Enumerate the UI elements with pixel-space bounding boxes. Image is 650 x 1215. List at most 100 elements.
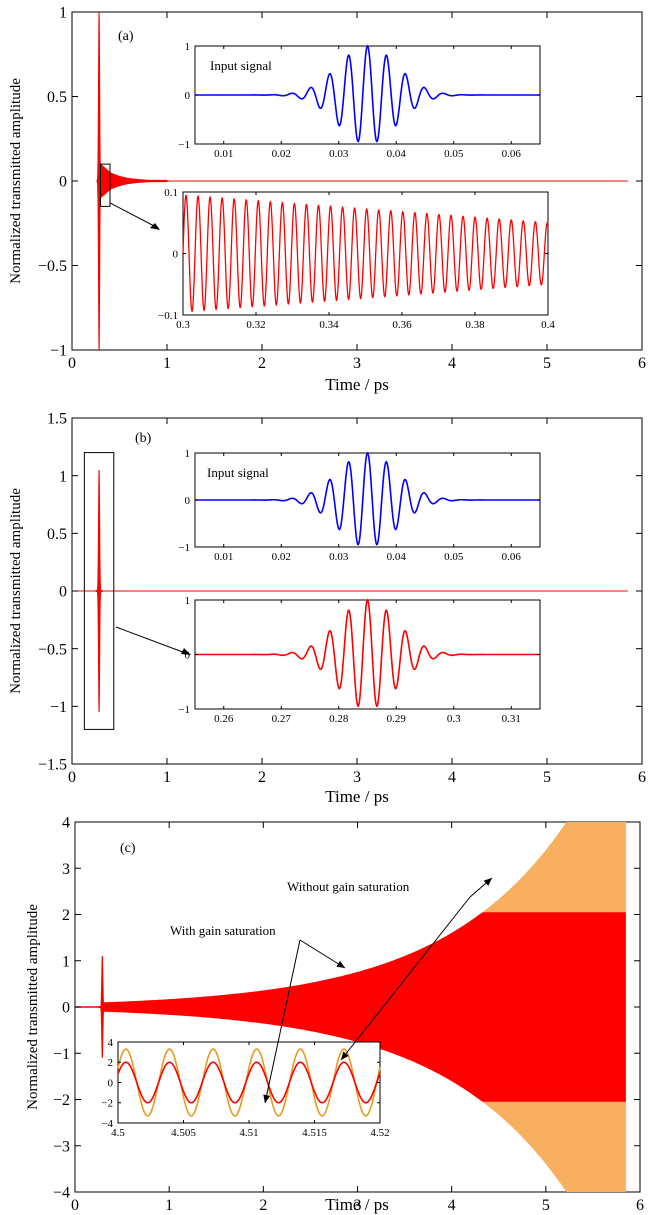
panel-b-ytick-label: 0.5: [47, 526, 67, 543]
panel-c-ytick-label: 4: [62, 815, 70, 832]
panel-a-input-signal-label: Input signal: [210, 58, 272, 73]
panel-b-zoom-inset: 0.26 0.27 0.28 0.29 0.3 0.31 1 0 −1: [178, 595, 541, 725]
panel-c-ytick-label: 2: [62, 907, 70, 924]
panel-a-ticks: 0 1 2 3 4 5 6 1 0.5 0 −0.5 −1: [38, 5, 646, 372]
panel-b-tag: (b): [135, 431, 152, 446]
panel-b-xtick-label: 6: [638, 769, 646, 786]
arrow-without-to-area-head: [483, 878, 492, 886]
arrow-with-to-inset-head: [263, 1094, 271, 1103]
panel-c: 0 1 2 3 4 5 6 4 3 2 1 0 −1 −2 −3 −4 (c) Time / ps Norma…: [25, 815, 644, 1214]
panel-a-ytick-label: 0.5: [47, 89, 67, 106]
panel-b-input-inset-ytick-label: 0: [185, 495, 191, 507]
panel-c-tag: (c): [120, 841, 136, 856]
panel-a-xtick-label: 6: [638, 355, 646, 372]
panel-a-input-inset-ticks: 0.01 0.02 0.03 0.04 0.05 0.06 1 0 −1: [178, 41, 540, 160]
panel-b-signal: [72, 469, 628, 713]
panel-c-ytick-label: 3: [62, 861, 70, 878]
arrow-with-to-area: [299, 939, 346, 969]
panel-b-zoom-inset-xtick-label: 0.28: [329, 713, 349, 725]
panel-c-xtick-label: 2: [259, 1197, 267, 1214]
panel-c-xlabel: Time / ps: [325, 1195, 389, 1214]
panel-c-inset-without-signal: [117, 1048, 381, 1117]
panel-b-xtick-label: 1: [163, 769, 171, 786]
panel-c-xtick-label: 1: [165, 1197, 173, 1214]
panel-a-zoom-inset-signal: [182, 194, 549, 313]
panel-c-input-spike: [98, 956, 106, 1058]
panel-c-inset-xtick-label: 4.5: [111, 1127, 125, 1139]
arrow-without-to-inset: [340, 896, 471, 1061]
panel-a-zoom-inset-xtick-label: 0.4: [541, 319, 555, 331]
panel-a-zoom-inset-xtick-label: 0.38: [465, 319, 485, 331]
panel-a-ylabel: Normalized transmitted amplitude: [8, 78, 24, 284]
panel-c-zoom-inset: 4.5 4.505 4.51 4.515 4.52 4 2 0 −2 −4: [101, 1037, 389, 1139]
panel-a-xtick-label: 3: [353, 355, 361, 372]
panel-c-inset-xtick-label: 4.515: [302, 1127, 327, 1139]
panel-c-inset-ticks: 4.5 4.505 4.51 4.515 4.52 4 2 0 −2 −4: [101, 1037, 389, 1139]
panel-a-input-inset-xtick-label: 0.02: [272, 148, 291, 160]
panel-b-zoom-inset-ytick-label: 0: [185, 649, 191, 661]
panel-b-input-inset-ticks: 0.01 0.02 0.03 0.04 0.05 0.06 1 0 −1: [178, 448, 540, 563]
panel-a-ytick-label: 0: [59, 174, 67, 191]
panel-b-input-inset: 0.01 0.02 0.03 0.04 0.05 0.06 1 0 −1 Input signa…: [178, 448, 541, 563]
panel-a-input-inset-xtick-label: 0.06: [502, 148, 522, 160]
panel-a-ytick-label: 1: [59, 5, 67, 22]
panel-b-ytick-label: −0.5: [38, 641, 67, 658]
panel-c-with-saturation-area: [103, 912, 626, 1102]
panel-c-zoom-inset-frame: [117, 1041, 381, 1124]
panel-b-xtick-label: 3: [353, 769, 361, 786]
panel-c-ticks: 0 1 2 3 4 5 6 4 3 2 1 0 −1 −2 −3 −4: [53, 815, 644, 1214]
panel-a-input-inset-ytick-label: −1: [178, 139, 190, 151]
panel-c-xtick-label: 3: [354, 1197, 362, 1214]
arrow-with-to-area-head: [336, 960, 345, 968]
panel-a-xtick-label: 2: [258, 355, 266, 372]
panel-a-zoom-inset-ytick-label: 0.1: [164, 187, 178, 199]
panel-c-inset-xtick-label: 4.52: [370, 1127, 389, 1139]
panel-a-zoom-inset: 0.3 0.32 0.34 0.36 0.38 0.4 0.1 0 −0.1: [158, 187, 555, 331]
panel-a-zoom-inset-ticks: 0.3 0.32 0.34 0.36 0.38 0.4 0.1 0 −0.1: [158, 187, 555, 331]
panel-a-signal: [96, 11, 628, 351]
panel-c-annotation-with: With gain saturation: [170, 923, 276, 938]
panel-a-zoom-arrow: [109, 202, 159, 229]
panel-a-input-inset-xtick-label: 0.05: [444, 148, 464, 160]
panel-a-zoom-box: [100, 163, 111, 207]
panel-b-zoom-inset-xtick-label: 0.3: [447, 713, 461, 725]
panel-c-xtick-label: 0: [71, 1197, 79, 1214]
panel-c-annotation-without: Without gain saturation: [287, 879, 410, 894]
panel-b-zoom-inset-xtick-label: 0.27: [272, 713, 292, 725]
panel-b-ytick-label: −1: [50, 699, 67, 716]
panel-c-inset-ytick-label: 4: [108, 1037, 114, 1049]
panel-a-zoom-inset-xtick-label: 0.32: [246, 319, 265, 331]
panel-b-ylabel: Normalized transmitted amplitude: [8, 488, 24, 694]
panel-a-zoom-arrowhead: [150, 223, 160, 230]
panel-a-input-inset-xtick-label: 0.03: [329, 148, 349, 160]
panel-b-ticks: 0 1 2 3 4 5 6 1.5 1 0.5 0 −0.5 −1 −1.5: [38, 411, 646, 786]
panel-c-ylabel: Normalized transmitted amplitude: [25, 904, 41, 1110]
panel-b-zoom-inset-xtick-label: 0.29: [387, 713, 407, 725]
panel-a-input-inset-xtick-label: 0.01: [214, 148, 233, 160]
panel-a-ytick-label: −0.5: [38, 258, 67, 275]
panel-b-zoom-inset-signal: [195, 598, 540, 708]
panel-b-xtick-label: 4: [448, 769, 456, 786]
panel-c-xtick-label: 5: [542, 1197, 550, 1214]
panel-a-zoom-inset-xtick-label: 0.36: [392, 319, 412, 331]
panel-b-input-inset-ytick-label: 1: [185, 448, 191, 460]
panel-a-xtick-label: 0: [68, 355, 76, 372]
panel-c-inset-ytick-label: −4: [101, 1118, 113, 1130]
panel-b-input-inset-xtick-label: 0.05: [444, 551, 464, 563]
panel-a-input-inset-xtick-label: 0.04: [387, 148, 407, 160]
panel-c-xtick-label: 6: [636, 1197, 644, 1214]
panel-b-xlabel: Time / ps: [325, 787, 389, 806]
panel-a-input-inset-ytick-label: 0: [185, 90, 191, 102]
panel-c-ytick-label: 0: [62, 1000, 70, 1017]
panel-b-ytick-label: 0: [59, 584, 67, 601]
panel-b: 0 1 2 3 4 5 61.510.50−0.5−1−1.5 (b) Time / ps …: [8, 411, 646, 806]
panel-c-inset-ytick-label: 2: [108, 1057, 114, 1069]
panel-c-inset-xtick-label: 4.505: [171, 1127, 196, 1139]
panel-b-input-inset-xtick-label: 0.04: [387, 551, 407, 563]
panel-b-input-inset-xtick-label: 0.02: [272, 551, 291, 563]
panel-c-inset-with-signal: [117, 1061, 381, 1104]
panel-b-ytick-label: 1: [59, 468, 67, 485]
panel-a-ytick-label: −1: [50, 343, 67, 360]
panel-b-zoom-inset-xtick-label: 0.26: [214, 713, 234, 725]
